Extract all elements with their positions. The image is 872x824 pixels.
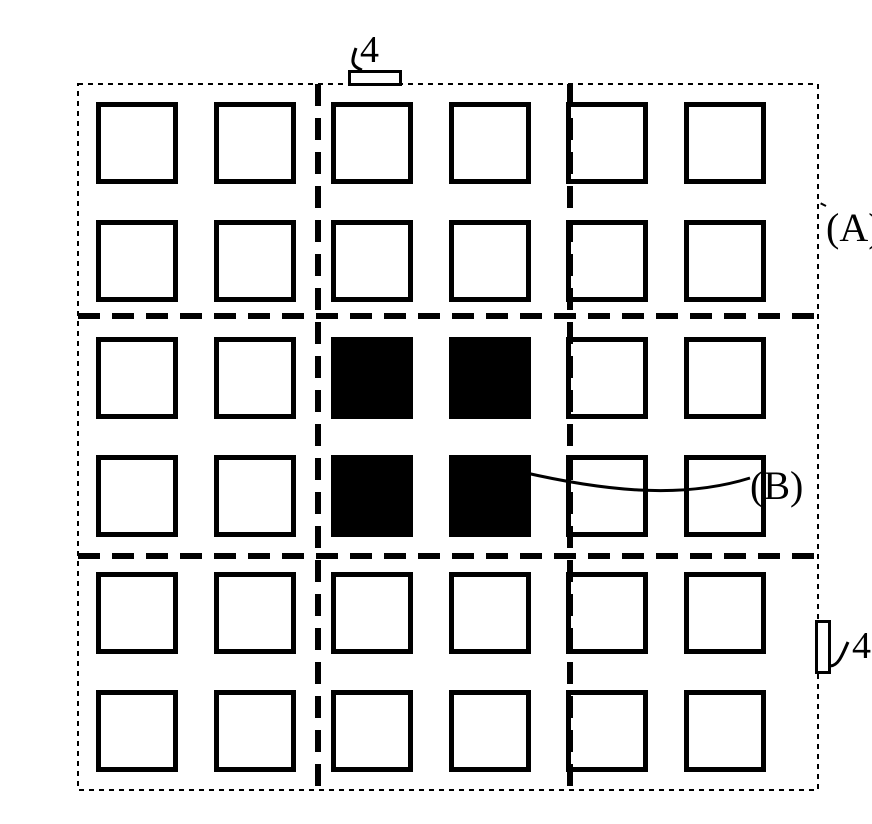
grid-cell xyxy=(331,102,413,184)
grid-cell xyxy=(214,572,296,654)
grid-cell xyxy=(449,572,531,654)
connector-right xyxy=(815,620,831,674)
grid-cell xyxy=(96,572,178,654)
grid-cell xyxy=(214,102,296,184)
grid-cell-filled xyxy=(331,455,413,537)
grid-cell xyxy=(96,102,178,184)
connector-top xyxy=(348,70,402,86)
grid-cell xyxy=(96,337,178,419)
grid-cell xyxy=(566,337,648,419)
grid-cell xyxy=(566,572,648,654)
grid-cell xyxy=(684,220,766,302)
grid-cell xyxy=(684,337,766,419)
grid-cell xyxy=(566,102,648,184)
grid-cell xyxy=(214,690,296,772)
label-four_right: 4 xyxy=(852,624,871,668)
grid-cell xyxy=(96,690,178,772)
grid-cell xyxy=(449,102,531,184)
grid-cell xyxy=(96,220,178,302)
grid-cell xyxy=(96,455,178,537)
grid-cell xyxy=(331,572,413,654)
label-B: (B) xyxy=(750,462,803,509)
grid-cell-filled xyxy=(449,337,531,419)
grid-cell xyxy=(684,102,766,184)
grid-cell xyxy=(566,455,648,537)
grid-cell-filled xyxy=(449,455,531,537)
grid-cell xyxy=(449,690,531,772)
grid-cell xyxy=(449,220,531,302)
label-four_top: 4 xyxy=(360,28,379,72)
grid-cell xyxy=(684,690,766,772)
diagram-stage: 4 4 (A) (B) xyxy=(0,0,872,824)
grid-cell xyxy=(214,220,296,302)
grid-cell xyxy=(566,690,648,772)
grid-cell xyxy=(566,220,648,302)
grid-cell xyxy=(214,337,296,419)
grid-cell xyxy=(331,690,413,772)
label-A: (A) xyxy=(826,204,872,251)
grid-cell xyxy=(331,220,413,302)
grid-cell-filled xyxy=(331,337,413,419)
grid-cell xyxy=(214,455,296,537)
grid-cell xyxy=(684,572,766,654)
